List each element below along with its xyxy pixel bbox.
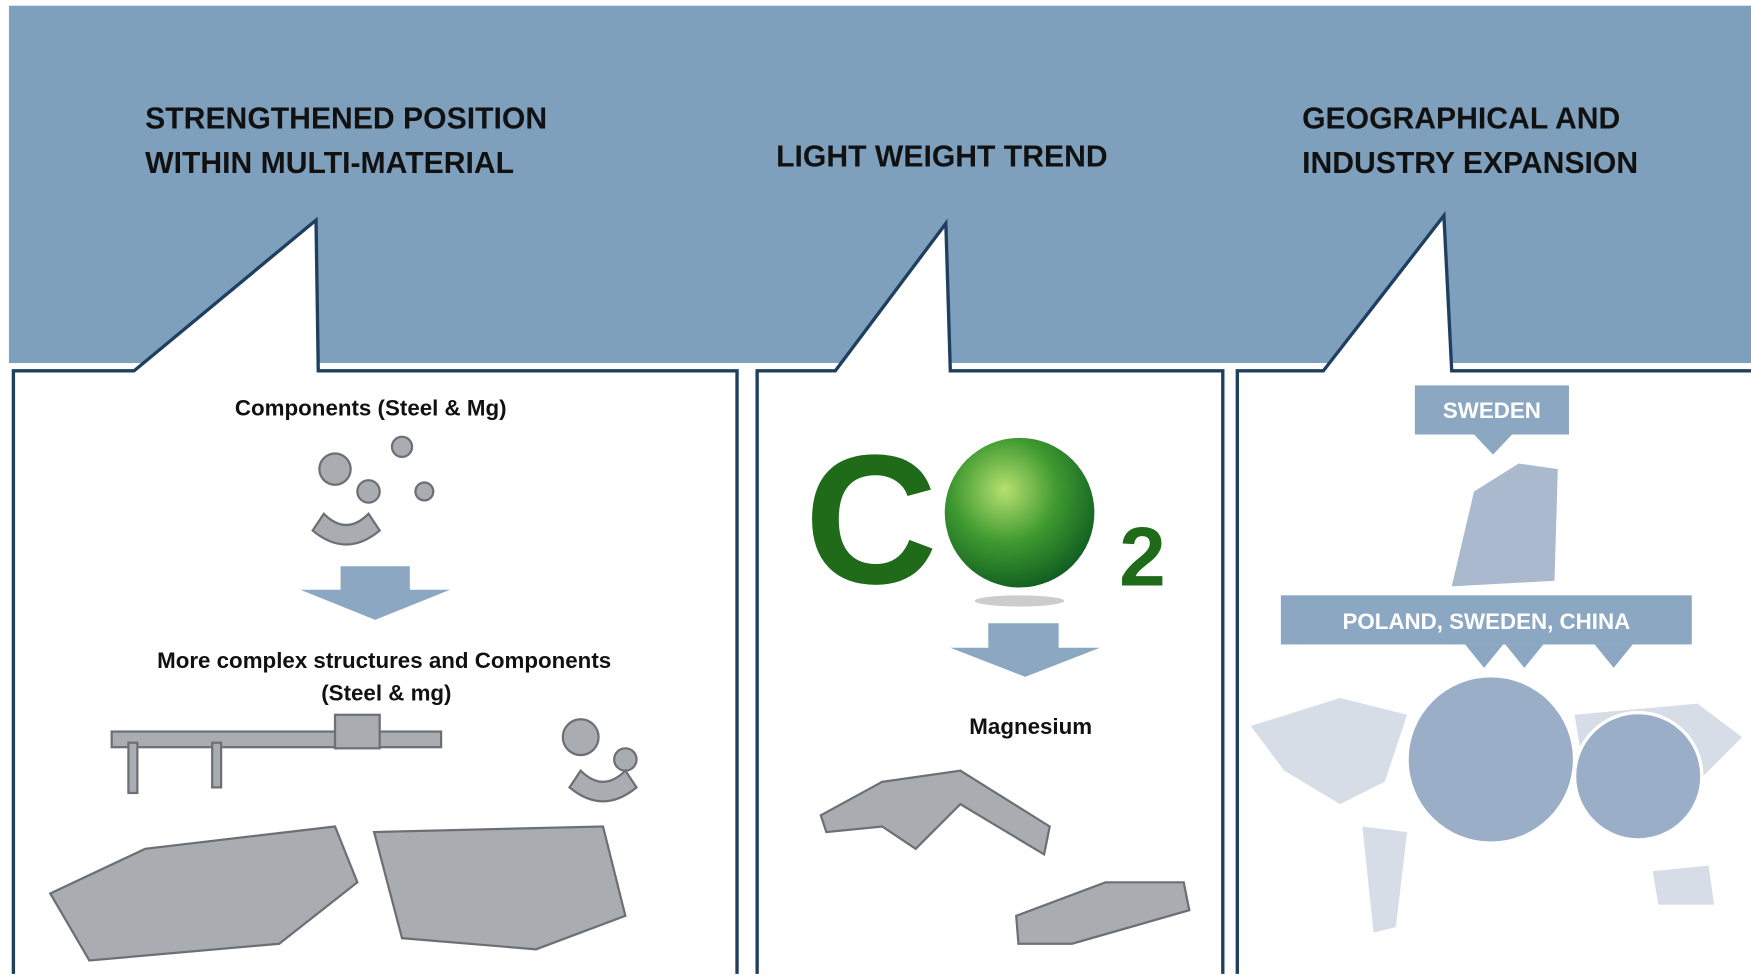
heading: WITHIN MULTI-MATERIAL (145, 147, 514, 180)
label-box (1280, 595, 1692, 645)
caption: Components (Steel & Mg) (235, 396, 507, 421)
label: SWEDEN (1443, 398, 1541, 423)
co2-letter: C (805, 417, 938, 623)
arrow (1474, 434, 1513, 455)
globe (944, 437, 1095, 588)
caption: (Steel & mg) (321, 680, 451, 705)
heading: INDUSTRY EXPANSION (1302, 147, 1638, 180)
magnesium-parts-image (819, 769, 1191, 945)
caption: Magnesium (969, 714, 1092, 739)
caption: More complex structures and Components (157, 648, 611, 673)
co2-subscript: 2 (1119, 509, 1166, 603)
components-image (311, 435, 435, 546)
heading: GEOGRAPHICAL AND (1302, 103, 1620, 136)
structures-image (48, 713, 639, 962)
world-map (1250, 674, 1743, 933)
arrow (300, 566, 451, 620)
arrow (1465, 644, 1633, 668)
label: POLAND, SWEDEN, CHINA (1342, 609, 1630, 634)
heading: STRENGTHENED POSITION (145, 103, 547, 136)
globe-shadow (974, 595, 1065, 607)
heading: LIGHT WEIGHT TREND (776, 141, 1108, 174)
label-box (1414, 385, 1569, 435)
scandinavia-map (1451, 463, 1558, 587)
arrow (950, 623, 1100, 677)
